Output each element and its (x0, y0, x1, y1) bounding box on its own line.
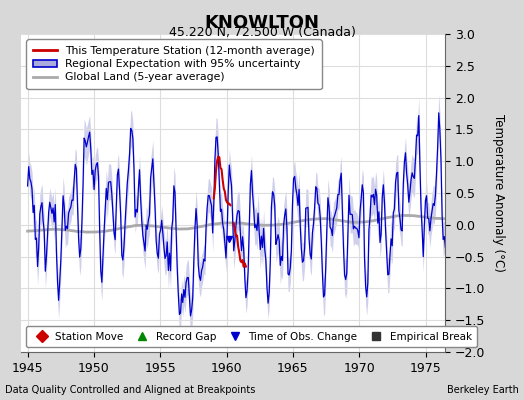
Legend: Station Move, Record Gap, Time of Obs. Change, Empirical Break: Station Move, Record Gap, Time of Obs. C… (26, 326, 477, 347)
Text: Data Quality Controlled and Aligned at Breakpoints: Data Quality Controlled and Aligned at B… (5, 385, 256, 395)
Text: 45.220 N, 72.500 W (Canada): 45.220 N, 72.500 W (Canada) (169, 26, 355, 39)
Text: KNOWLTON: KNOWLTON (204, 14, 320, 32)
Y-axis label: Temperature Anomaly (°C): Temperature Anomaly (°C) (492, 114, 505, 272)
Text: Berkeley Earth: Berkeley Earth (447, 385, 519, 395)
